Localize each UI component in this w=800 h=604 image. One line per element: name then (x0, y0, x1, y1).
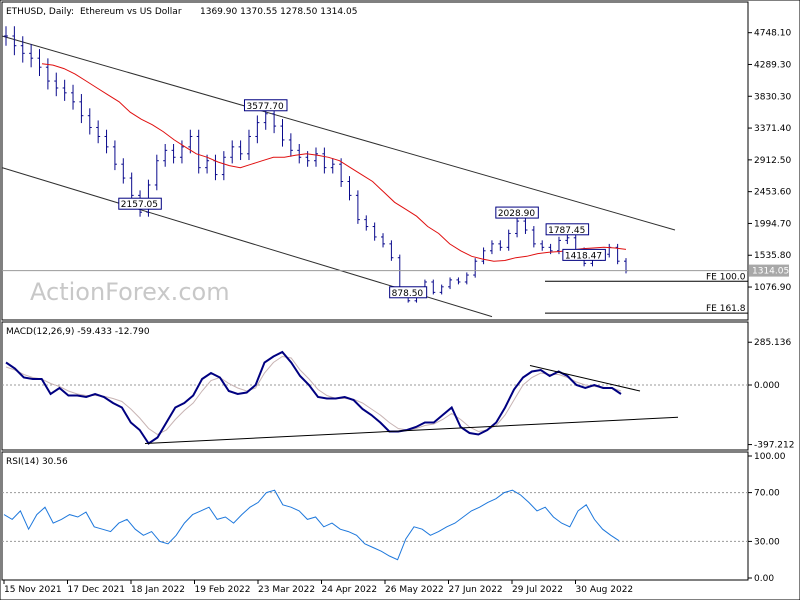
price-y-tick-label: 4289.30 (754, 60, 791, 70)
price-y-tick-label: 2912.50 (754, 156, 791, 166)
price-y-tick-label: 1994.70 (754, 219, 791, 229)
x-tick-label: 17 Dec 2021 (68, 585, 126, 595)
chart-header-ohlc: 1369.90 1370.55 1278.50 1314.05 (200, 7, 357, 17)
rsi-title: RSI(14) 30.56 (6, 457, 68, 467)
price-y-tick-label: 3371.40 (754, 124, 791, 134)
macd-title: MACD(12,26,9) -59.433 -12.790 (6, 327, 150, 337)
macd-y-tick-label: -397.212 (754, 441, 794, 451)
price-annotation-box (562, 248, 606, 261)
watermark: ActionForex.com (30, 278, 230, 306)
rsi-line (3, 489, 620, 561)
current-price-label: 1314.05 (752, 267, 789, 277)
x-tick-label: 30 Aug 2022 (576, 585, 634, 595)
x-tick-label: 24 Apr 2022 (322, 585, 378, 595)
rsi-y-tick-label: 30.00 (754, 537, 780, 547)
price-panel (1, 1, 749, 321)
rsi-panel (1, 451, 749, 581)
macd-resistance-trendline (529, 365, 641, 392)
price-annotation: 1418.47 (565, 251, 602, 261)
fib-level-label: FE 161.8 (706, 304, 746, 314)
fib-level-label: FE 100.0 (706, 272, 746, 282)
channel-upper (1, 35, 676, 231)
macd-line (5, 350, 622, 445)
macd-panel (1, 321, 749, 451)
price-annotation-box (545, 223, 590, 236)
macd-support-trendline (144, 416, 679, 444)
price-y-tick-label: 1076.90 (754, 283, 791, 293)
macd-y-tick-label: 0.000 (754, 381, 780, 391)
macd-signal-line (5, 355, 622, 436)
chart-header-symbol: ETHUSD, Daily: (6, 7, 74, 17)
price-y-tick-label: 1535.80 (754, 251, 791, 261)
price-annotation-box (118, 197, 162, 210)
price-annotation: 2028.90 (498, 209, 535, 219)
rsi-y-tick-label: 70.00 (754, 489, 780, 499)
price-annotation: 2157.05 (121, 200, 158, 210)
rsi-y-tick-label: 0.00 (754, 574, 774, 584)
price-y-tick-label: 3830.30 (754, 92, 791, 102)
x-tick-label: 29 Jul 2022 (512, 585, 563, 595)
price-y-tick-label: 4748.10 (754, 29, 791, 39)
price-annotation: 878.50 (392, 289, 424, 299)
price-annotation-box (389, 286, 428, 299)
x-tick-label: 27 Jun 2022 (449, 585, 503, 595)
rsi-y-tick-label: 100.00 (754, 452, 786, 462)
x-tick-label: 23 Mar 2022 (258, 585, 315, 595)
price-annotation: 1787.45 (548, 226, 585, 236)
macd-y-tick-label: 285.136 (754, 338, 791, 348)
price-annotation-box (243, 99, 288, 112)
ma-line (41, 63, 627, 262)
x-tick-label: 19 Feb 2022 (195, 585, 251, 595)
x-tick-label: 26 May 2022 (385, 585, 444, 595)
current-price-tag (749, 264, 789, 277)
price-annotation: 3577.70 (246, 102, 283, 112)
x-tick-label: 18 Jan 2022 (131, 585, 185, 595)
price-annotation-box (495, 206, 539, 219)
price-y-tick-label: 2453.60 (754, 188, 791, 198)
chart-header-description: Ethereum vs US Dollar (80, 7, 182, 17)
x-tick-label: 15 Nov 2021 (4, 585, 62, 595)
